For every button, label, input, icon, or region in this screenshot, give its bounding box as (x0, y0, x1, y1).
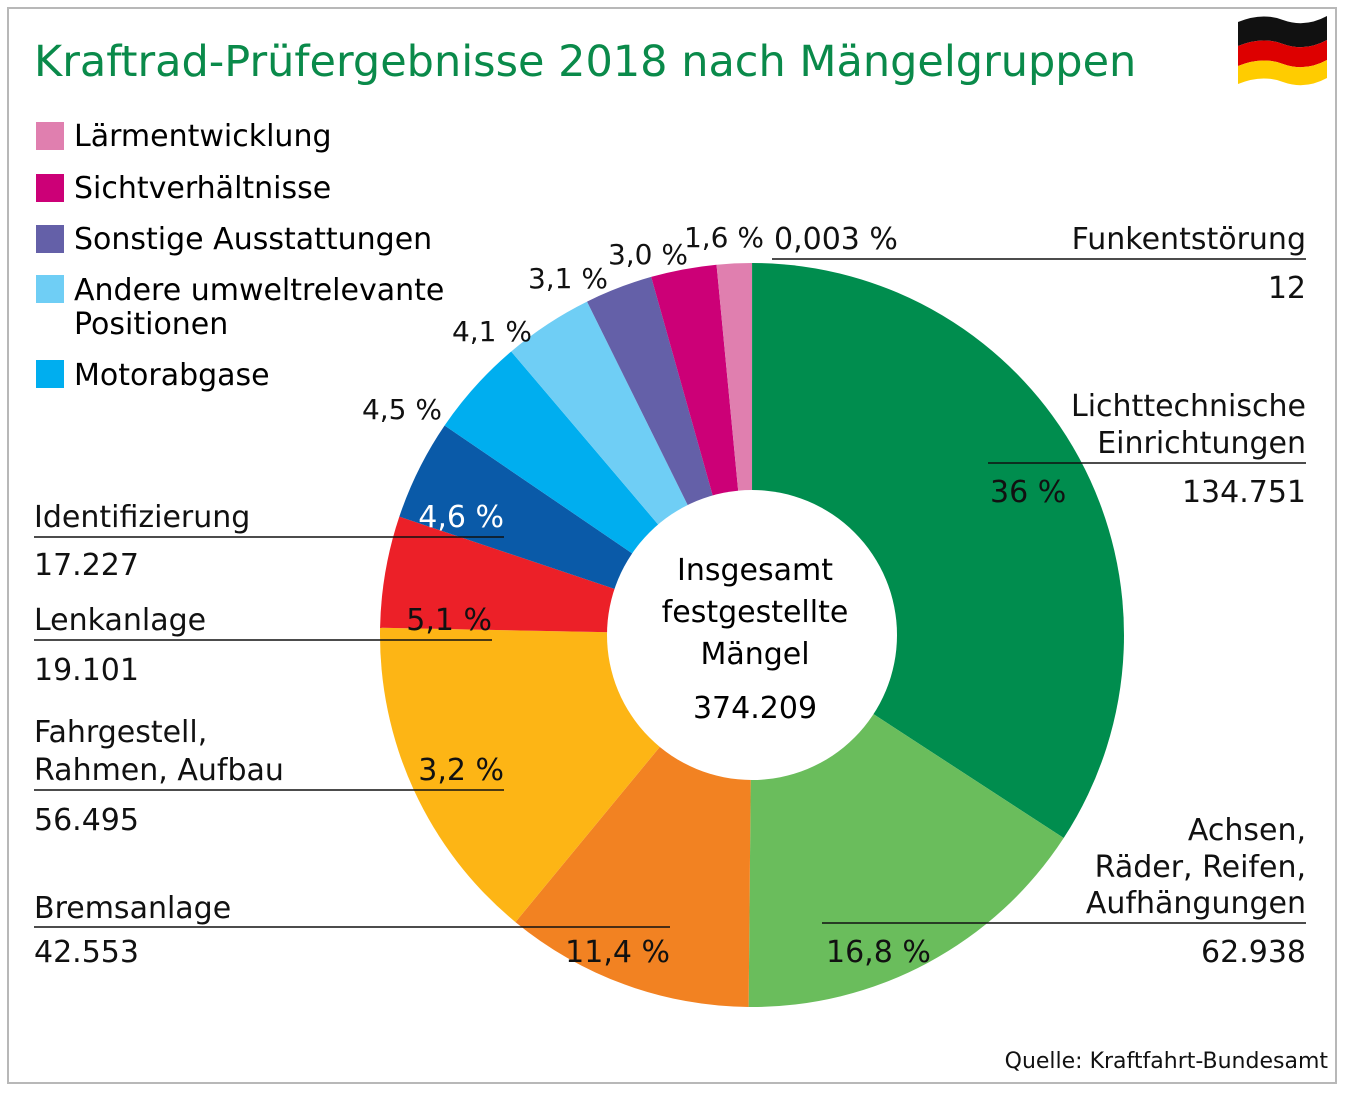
legend-swatch-umwelt (36, 275, 64, 303)
label-lenkanlage: Lenkanlage (34, 603, 206, 638)
pct-bremsanlage: 11,4 % (565, 935, 670, 970)
chart-frame (7, 7, 1337, 1084)
legend-label-sonstige: Sonstige Ausstattungen (74, 222, 432, 257)
label-fahrgestell-line1: Fahrgestell, (34, 715, 207, 750)
label-achsen-line3: Aufhängungen (1086, 886, 1306, 921)
pct-umweltrelevante: 4,1 % (452, 315, 532, 348)
label-bremsanlage: Bremsanlage (34, 891, 231, 926)
count-lenkanlage: 19.101 (34, 653, 139, 688)
count-bremsanlage: 42.553 (34, 935, 139, 970)
pct-fahrgestell: 3,2 % (418, 753, 504, 788)
center-line2: festgestellte (662, 595, 849, 630)
callout-lines (34, 258, 1306, 928)
legend-label-umwelt: Andere umweltrelevante (74, 273, 444, 308)
label-funkentstoerung: Funkentstörung (1072, 222, 1306, 257)
pct-identifizierung: 4,6 % (418, 500, 504, 535)
legend-swatch-motorabgase (36, 360, 64, 388)
pct-sonstige: 3,1 % (528, 262, 608, 295)
pct-licht: 36 % (990, 475, 1066, 510)
count-fahrgestell: 56.495 (34, 803, 139, 838)
source-note: Quelle: Kraftfahrt-Bundesamt (1005, 1049, 1329, 1074)
pct-motorabgase: 4,5 % (362, 393, 442, 426)
pct-achsen: 16,8 % (826, 935, 931, 970)
pct-lenkanlage: 5,1 % (406, 603, 492, 638)
center-line1: Insgesamt (677, 553, 833, 588)
count-licht: 134.751 (1182, 475, 1306, 510)
outer-labels: 4,5 % 4,1 % 3,1 % 3,0 % 1,6 % (362, 221, 764, 426)
legend: Lärmentwicklung Sichtverhältnisse Sonsti… (36, 119, 444, 393)
center-line3: Mängel (700, 637, 809, 672)
center-label: Insgesamt festgestellte Mängel 374.209 (662, 553, 849, 726)
label-fahrgestell-line2: Rahmen, Aufbau (34, 753, 284, 788)
legend-label-sichtverhaeltnisse: Sichtverhältnisse (74, 171, 331, 206)
center-total: 374.209 (693, 691, 817, 726)
right-callouts: 0,003 % Funkentstörung 12 Lichttechnisch… (774, 222, 1306, 970)
pct-funkentstoerung: 0,003 % (774, 222, 898, 257)
legend-swatch-sichtverhaeltnisse (36, 174, 64, 202)
label-achsen-line2: Räder, Reifen, (1095, 850, 1306, 885)
count-achsen: 62.938 (1201, 935, 1306, 970)
donut-hole (607, 490, 897, 780)
count-identifizierung: 17.227 (34, 548, 139, 583)
germany-flag-icon (1238, 16, 1327, 86)
chart-title: Kraftrad-Prüfergebnisse 2018 nach Mängel… (34, 37, 1136, 87)
left-callouts: Identifizierung 17.227 4,6 % Lenkanlage … (34, 500, 670, 970)
pct-sichtverhaeltnisse: 3,0 % (608, 238, 688, 271)
legend-label-laermentwicklung: Lärmentwicklung (74, 119, 332, 154)
legend-swatch-laermentwicklung (36, 122, 64, 150)
legend-label-umwelt-line2: Positionen (74, 307, 228, 342)
pct-laermentwicklung: 1,6 % (684, 221, 764, 254)
legend-label-motorabgase: Motorabgase (74, 358, 270, 393)
label-licht-line2: Einrichtungen (1097, 426, 1306, 461)
label-achsen-line1: Achsen, (1188, 813, 1306, 848)
legend-swatch-sonstige (36, 225, 64, 253)
label-licht-line1: Lichttechnische (1071, 389, 1306, 424)
label-identifizierung: Identifizierung (34, 500, 250, 535)
count-funkentstoerung: 12 (1268, 271, 1306, 306)
